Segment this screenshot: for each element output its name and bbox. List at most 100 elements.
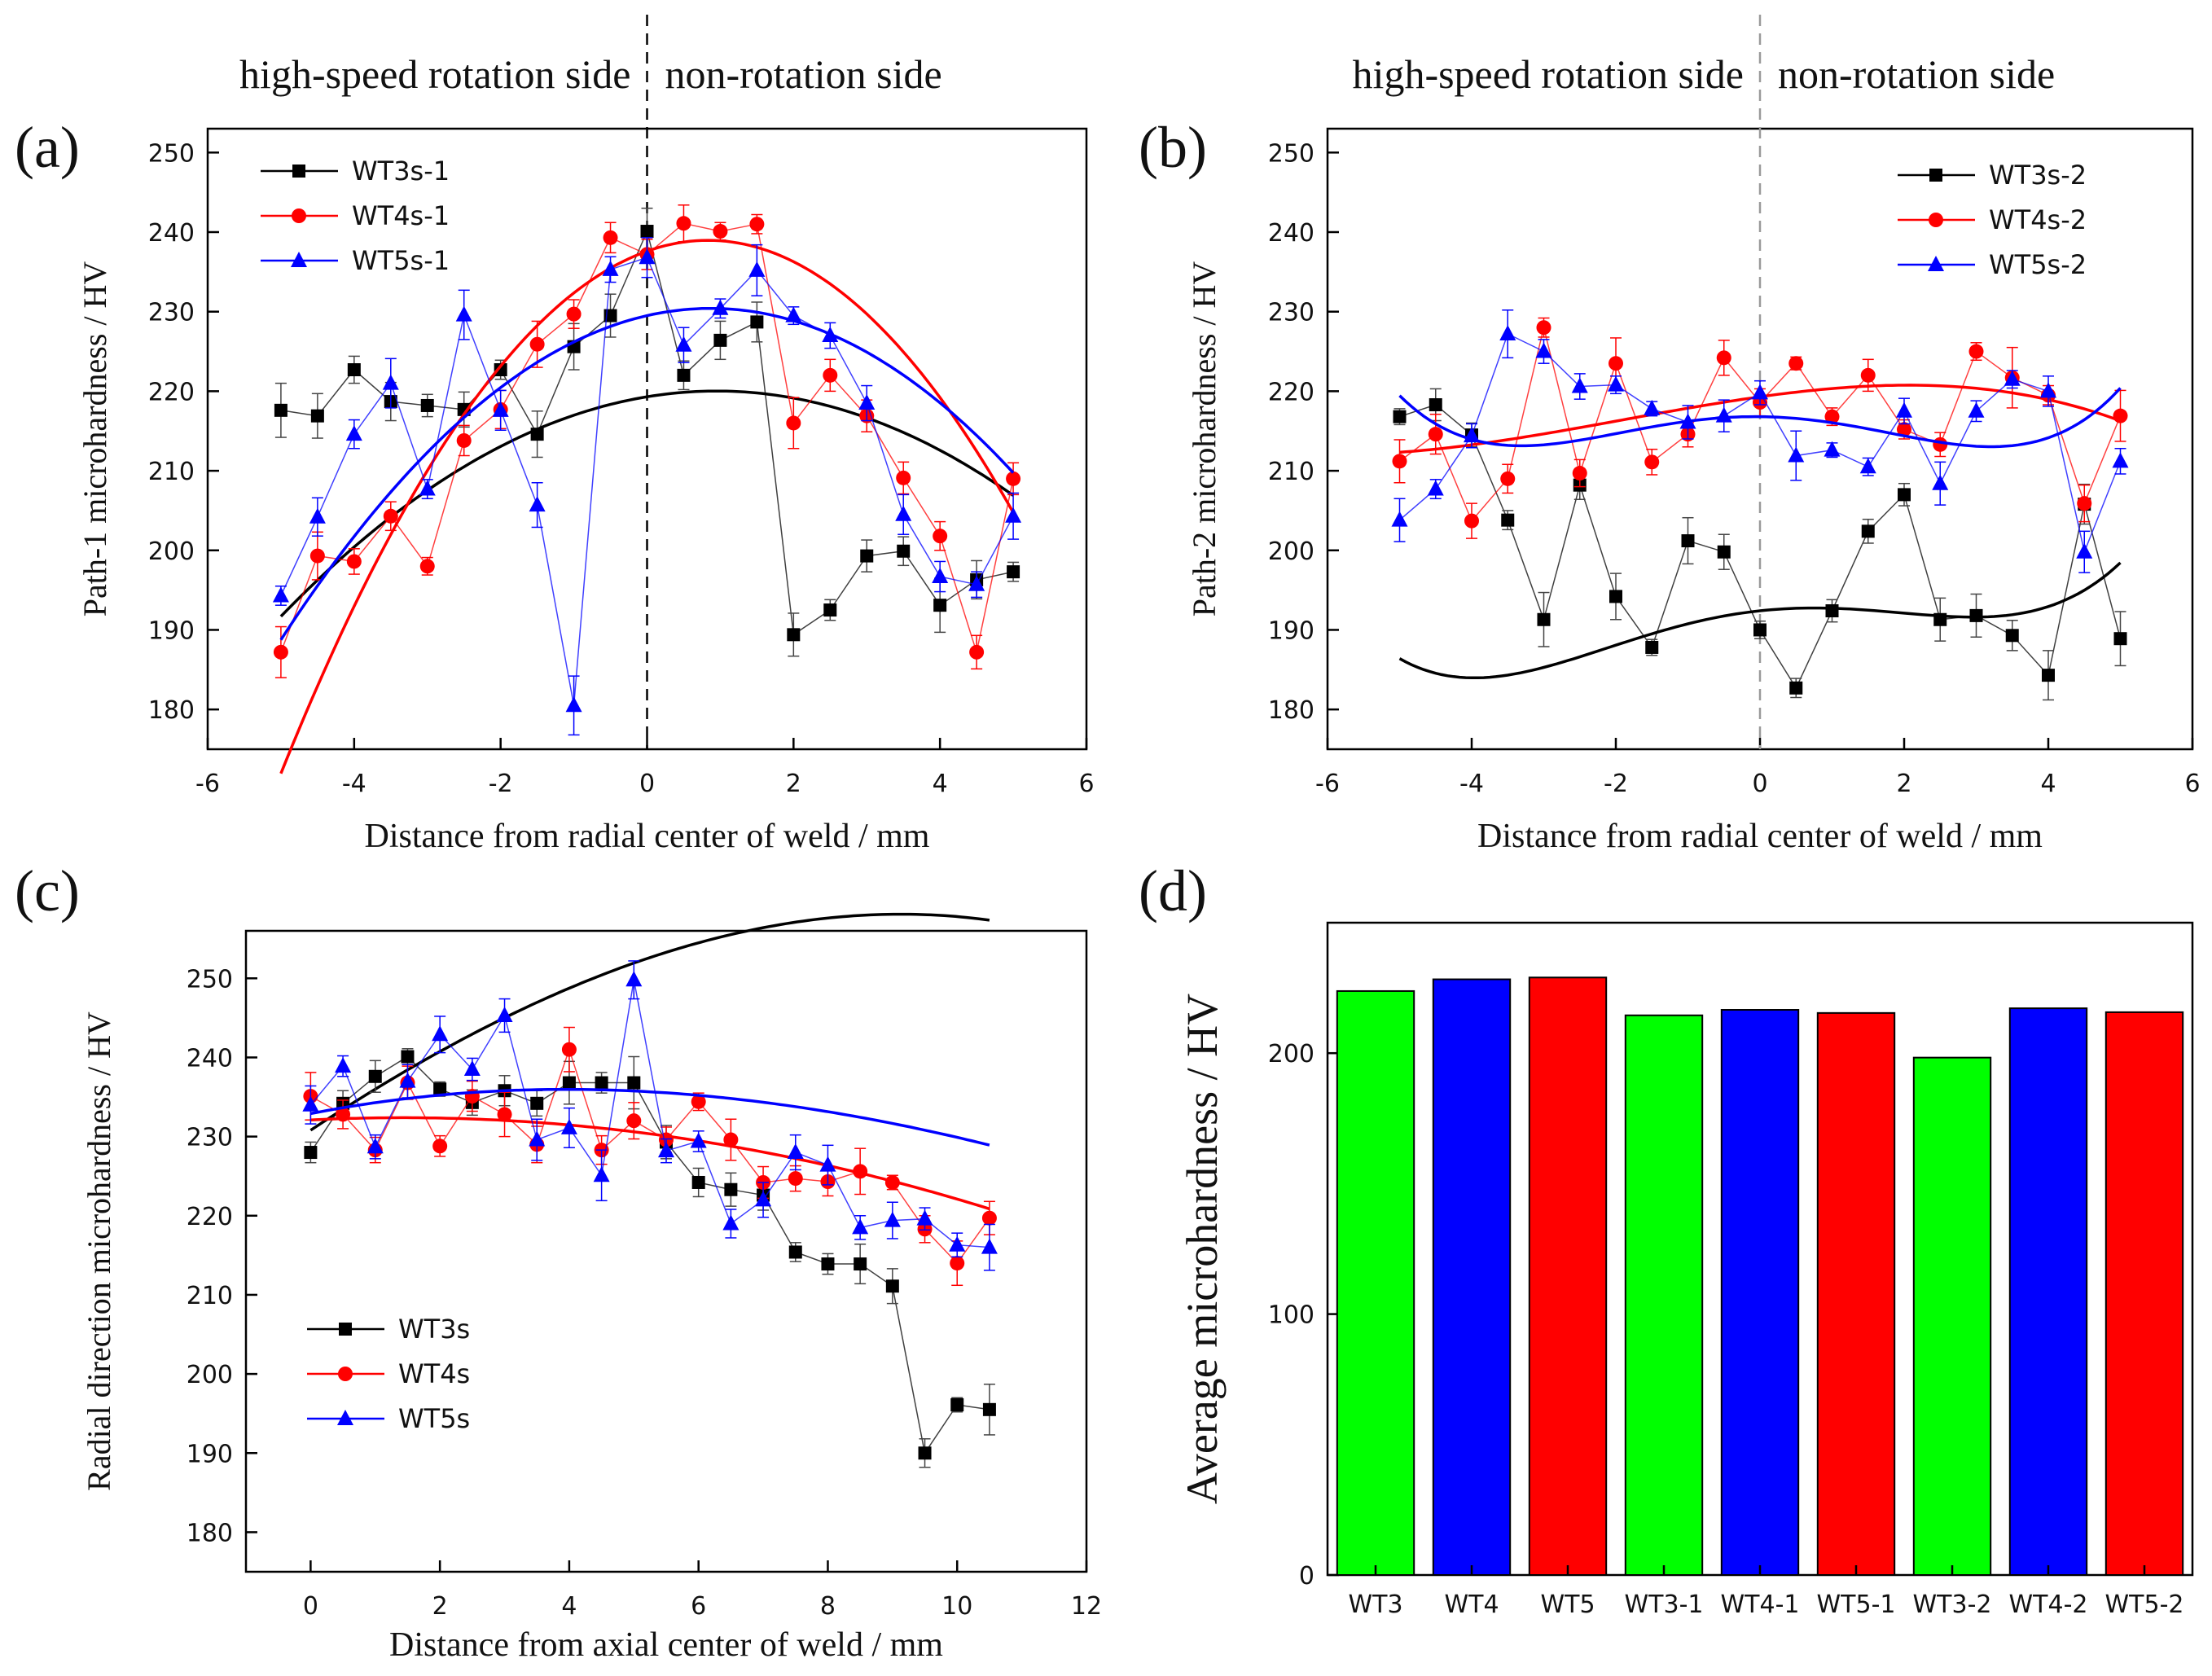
legend-marker <box>291 252 307 267</box>
y-tick-label: 220 <box>1268 378 1314 406</box>
data-point <box>309 507 326 524</box>
data-point <box>1860 367 1876 383</box>
data-point <box>529 336 545 352</box>
data-point <box>713 224 728 239</box>
data-point <box>1824 441 1841 457</box>
y-tick-label: 240 <box>148 219 195 248</box>
bar-WT5-2 <box>2104 1011 2184 1576</box>
data-point <box>368 1069 382 1083</box>
data-point <box>602 260 619 276</box>
data-point <box>529 496 546 512</box>
data-point <box>1500 471 1516 486</box>
data-point <box>595 1076 608 1090</box>
panel-label: (a) <box>15 115 80 180</box>
legend: WT3s-1 WT4s-1 WT5s-1 <box>261 156 450 276</box>
panel-d-average-microhardness-bar-chart: 0 100 200 WT3 WT4 WT5 WT3-1 WT4-1 WT5-1 WT3-2 WT4-… <box>1139 858 2194 1619</box>
y-tick-label: 190 <box>1268 616 1314 645</box>
data-point <box>884 1174 900 1190</box>
fit-curve <box>310 1116 990 1211</box>
data-point <box>658 1142 674 1158</box>
legend-marker <box>339 1323 352 1336</box>
data-point <box>1428 427 1443 442</box>
data-point <box>854 1257 867 1271</box>
data-point <box>463 1060 481 1077</box>
side-label-non-rotation: non-rotation side <box>665 51 942 97</box>
y-tick-label: 200 <box>187 1361 233 1389</box>
data-point <box>755 1191 772 1207</box>
data-point <box>496 1006 513 1022</box>
data-point <box>272 586 289 603</box>
data-point <box>593 1166 610 1182</box>
legend-entry: WT5s-1 <box>352 245 450 276</box>
data-point <box>895 505 912 521</box>
data-point <box>401 1050 415 1064</box>
data-point <box>750 315 764 329</box>
fit-curve <box>279 389 1015 618</box>
data-point <box>1968 401 1985 418</box>
x-tick-label: 4 <box>2040 770 2056 798</box>
data-point <box>949 1235 966 1252</box>
data-point <box>302 1095 319 1112</box>
y-tick-label: 190 <box>148 616 195 645</box>
data-point <box>1006 471 1021 486</box>
data-point <box>822 327 839 342</box>
data-point <box>1681 534 1695 548</box>
data-point <box>1752 384 1768 400</box>
data-point <box>853 1164 868 1179</box>
series-WT5s <box>302 960 998 1271</box>
data-point <box>1427 480 1444 496</box>
data-point <box>691 1094 706 1109</box>
data-point <box>603 230 618 245</box>
x-tick-label: WT5-2 <box>2105 1590 2184 1619</box>
data-point <box>1933 612 1947 626</box>
x-tick-label: 6 <box>691 1592 706 1621</box>
y-tick-label: 250 <box>1268 139 1314 168</box>
data-point <box>457 402 471 416</box>
data-point <box>530 1096 544 1110</box>
data-point <box>304 1146 318 1160</box>
data-point <box>345 425 362 441</box>
data-point <box>456 432 472 448</box>
data-point <box>382 374 399 390</box>
data-point <box>399 1072 416 1088</box>
data-point <box>309 548 325 564</box>
side-label-non-rotation: non-rotation side <box>1778 51 2055 97</box>
data-point <box>1608 375 1624 392</box>
data-point <box>1859 458 1876 474</box>
data-point <box>981 1238 998 1254</box>
x-tick-label: 10 <box>941 1592 972 1621</box>
data-point <box>432 1025 449 1042</box>
x-tick-label: -4 <box>342 770 366 798</box>
data-point <box>788 1245 802 1259</box>
data-point <box>823 367 838 383</box>
data-point <box>432 1139 448 1154</box>
x-tick-label: -6 <box>195 770 220 798</box>
data-point <box>1644 399 1661 415</box>
data-point <box>2004 370 2021 386</box>
data-point <box>933 529 948 544</box>
side-label-rotation: high-speed rotation side <box>1353 51 1744 97</box>
data-point <box>821 1257 835 1271</box>
data-point <box>1571 377 1588 393</box>
data-point <box>1788 446 1805 463</box>
panel-label: (c) <box>15 858 80 924</box>
legend-entry: WT3s-1 <box>352 156 450 186</box>
y-tick-label: 200 <box>1268 1040 1314 1068</box>
x-tick-label: 2 <box>1896 770 1911 798</box>
series-WT5s-2 <box>1391 309 2129 573</box>
x-tick-label: -6 <box>1315 770 1340 798</box>
data-point <box>497 1107 512 1122</box>
data-point <box>723 1132 739 1147</box>
legend-marker <box>337 1410 353 1425</box>
x-tick-label: -4 <box>1459 770 1484 798</box>
data-point <box>724 1182 738 1196</box>
data-point <box>1005 507 1022 523</box>
data-point <box>1969 608 1983 622</box>
panel-a-path1-microhardness-chart: -6 -4 -2 0 2 4 6 180 190 200 210 220 230 240 250 Distan… <box>15 15 1095 855</box>
data-point <box>346 554 362 569</box>
x-tick-label: WT5-1 <box>1817 1590 1896 1619</box>
data-point <box>677 368 691 382</box>
data-line <box>309 1055 990 1455</box>
y-tick-label: 180 <box>187 1519 233 1547</box>
data-point <box>1645 640 1659 654</box>
